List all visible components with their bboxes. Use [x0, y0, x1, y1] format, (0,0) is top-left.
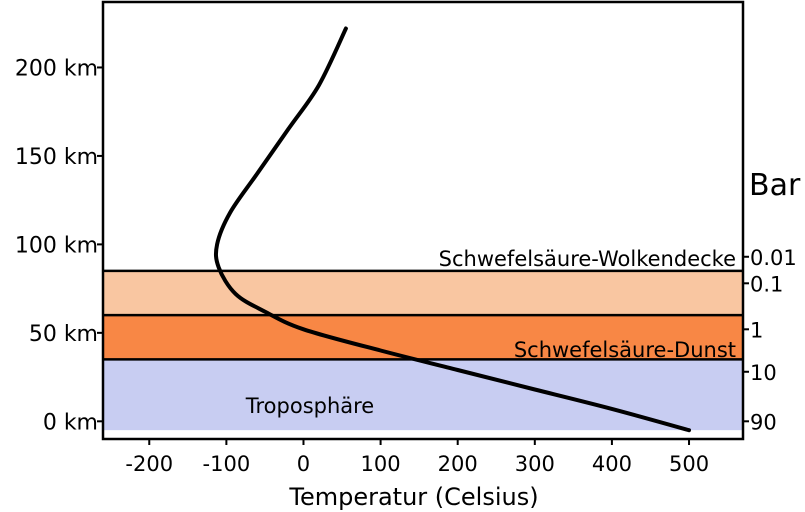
- x-axis-title: Temperatur (Celsius): [288, 483, 538, 511]
- pressure-axis-title: Bar: [749, 168, 801, 203]
- temperature-axis: -200 -100 0 100 200 300 400 500: [125, 439, 709, 476]
- x-tick-label: 200: [438, 452, 478, 476]
- plot-frame: [101, 0, 745, 441]
- y-tick-label: 50 km: [29, 322, 98, 347]
- band-cloud: [103, 270, 743, 316]
- pressure-tick-label: 0.1: [750, 272, 783, 296]
- band-label-cloud: Schwefelsäure-Wolkendecke: [439, 247, 736, 271]
- pressure-axis: 90 10 1 0.10.01: [743, 246, 797, 434]
- temperature-line: [213, 26, 691, 433]
- x-tick-label: -200: [125, 452, 173, 476]
- x-tick-label: 0: [297, 452, 310, 476]
- x-tick-label: 100: [361, 452, 401, 476]
- band-troposphere: [103, 359, 743, 431]
- x-tick-label: 400: [592, 452, 632, 476]
- temperature-curve: [213, 26, 691, 433]
- band-labels: Troposphäre Schwefelsäure-Dunst Schwefelsä…: [245, 247, 736, 418]
- pressure-tick-label: 10: [750, 361, 777, 385]
- band-label-haze: Schwefelsäure-Dunst: [514, 338, 736, 362]
- band-label-troposphere: Troposphäre: [245, 394, 374, 418]
- pressure-tick-label: 90: [750, 410, 777, 434]
- y-tick-label: 200 km: [15, 56, 98, 81]
- y-tick-label: 0 km: [43, 410, 98, 435]
- x-tick-label: 500: [669, 452, 709, 476]
- x-tick-label: 300: [515, 452, 555, 476]
- pressure-tick-label: 0.01: [750, 246, 797, 270]
- y-tick-label: 100 km: [15, 233, 98, 258]
- x-tick-label: -100: [203, 452, 251, 476]
- altitude-axis: 0 km 50 km 100 km 150 km 200 km: [15, 56, 103, 435]
- pressure-tick-label: 1: [750, 318, 763, 342]
- atmosphere-bands: [103, 269, 743, 431]
- band-haze: [103, 315, 743, 360]
- y-tick-label: 150 km: [15, 145, 98, 170]
